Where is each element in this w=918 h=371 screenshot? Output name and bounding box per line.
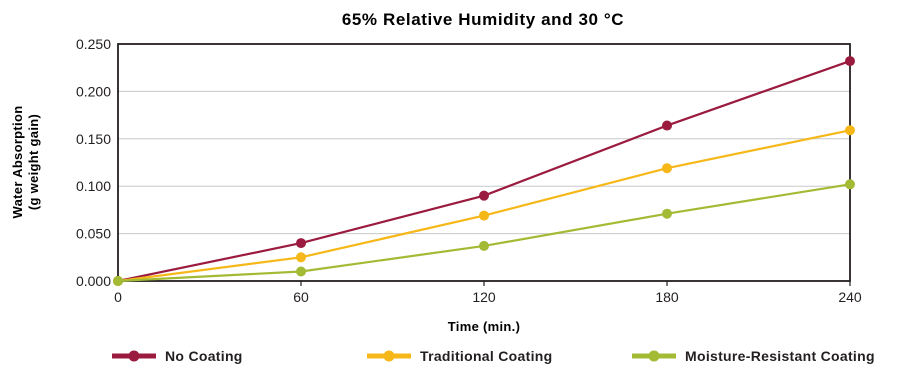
y-tick-label: 0.000 [76, 273, 111, 289]
data-point [845, 179, 855, 190]
legend-label: Moisture-Resistant Coating [685, 348, 875, 364]
x-axis-title: Time (min.) [448, 319, 520, 334]
gridlines [118, 90, 850, 235]
x-tick-label: 180 [655, 289, 679, 305]
series-traditional-coating [113, 125, 855, 286]
y-axis-ticks: 0.000 0.050 0.100 0.150 0.200 0.250 [76, 36, 111, 289]
x-tick-label: 0 [114, 289, 122, 305]
y-tick-label: 0.150 [76, 131, 111, 147]
legend-swatch-marker [383, 350, 395, 362]
x-axis-ticks: 0 60 120 180 240 [114, 281, 862, 305]
data-point [662, 163, 672, 174]
x-tick-label: 60 [293, 289, 309, 305]
y-tick-label: 0.050 [76, 226, 111, 242]
y-axis-title-line-2: (g weight gain) [26, 114, 41, 210]
y-tick-label: 0.100 [76, 178, 111, 194]
series-lines [113, 56, 855, 286]
y-tick-label: 0.250 [76, 36, 111, 52]
data-point [662, 208, 672, 219]
series-no-coating [113, 56, 855, 286]
legend-item: No Coating [112, 348, 243, 364]
data-point [479, 190, 489, 201]
chart-title: 65% Relative Humidity and 30 °C [342, 10, 624, 29]
data-point [296, 252, 306, 263]
data-point [845, 125, 855, 136]
legend: No Coating Traditional Coating Moisture-Re… [112, 348, 875, 364]
legend-item: Moisture-Resistant Coating [632, 348, 875, 364]
data-point [296, 266, 306, 277]
data-point [479, 210, 489, 221]
data-point [296, 238, 306, 249]
legend-label: No Coating [165, 348, 243, 364]
series-moisture-resistant-coating [113, 179, 855, 286]
plot-frame [117, 43, 851, 282]
legend-item: Traditional Coating [367, 348, 552, 364]
legend-swatch-marker [128, 350, 140, 362]
legend-swatch-marker [648, 350, 660, 362]
x-tick-label: 120 [472, 289, 496, 305]
legend-label: Traditional Coating [420, 348, 552, 364]
data-point [113, 276, 123, 286]
data-point [662, 120, 672, 131]
data-point [479, 240, 489, 251]
x-tick-label: 240 [838, 289, 862, 305]
y-axis-title: Water Absorption (g weight gain) [10, 106, 41, 219]
y-axis-title-line-1: Water Absorption [10, 106, 25, 219]
y-tick-label: 0.200 [76, 83, 111, 99]
data-point [845, 56, 855, 67]
